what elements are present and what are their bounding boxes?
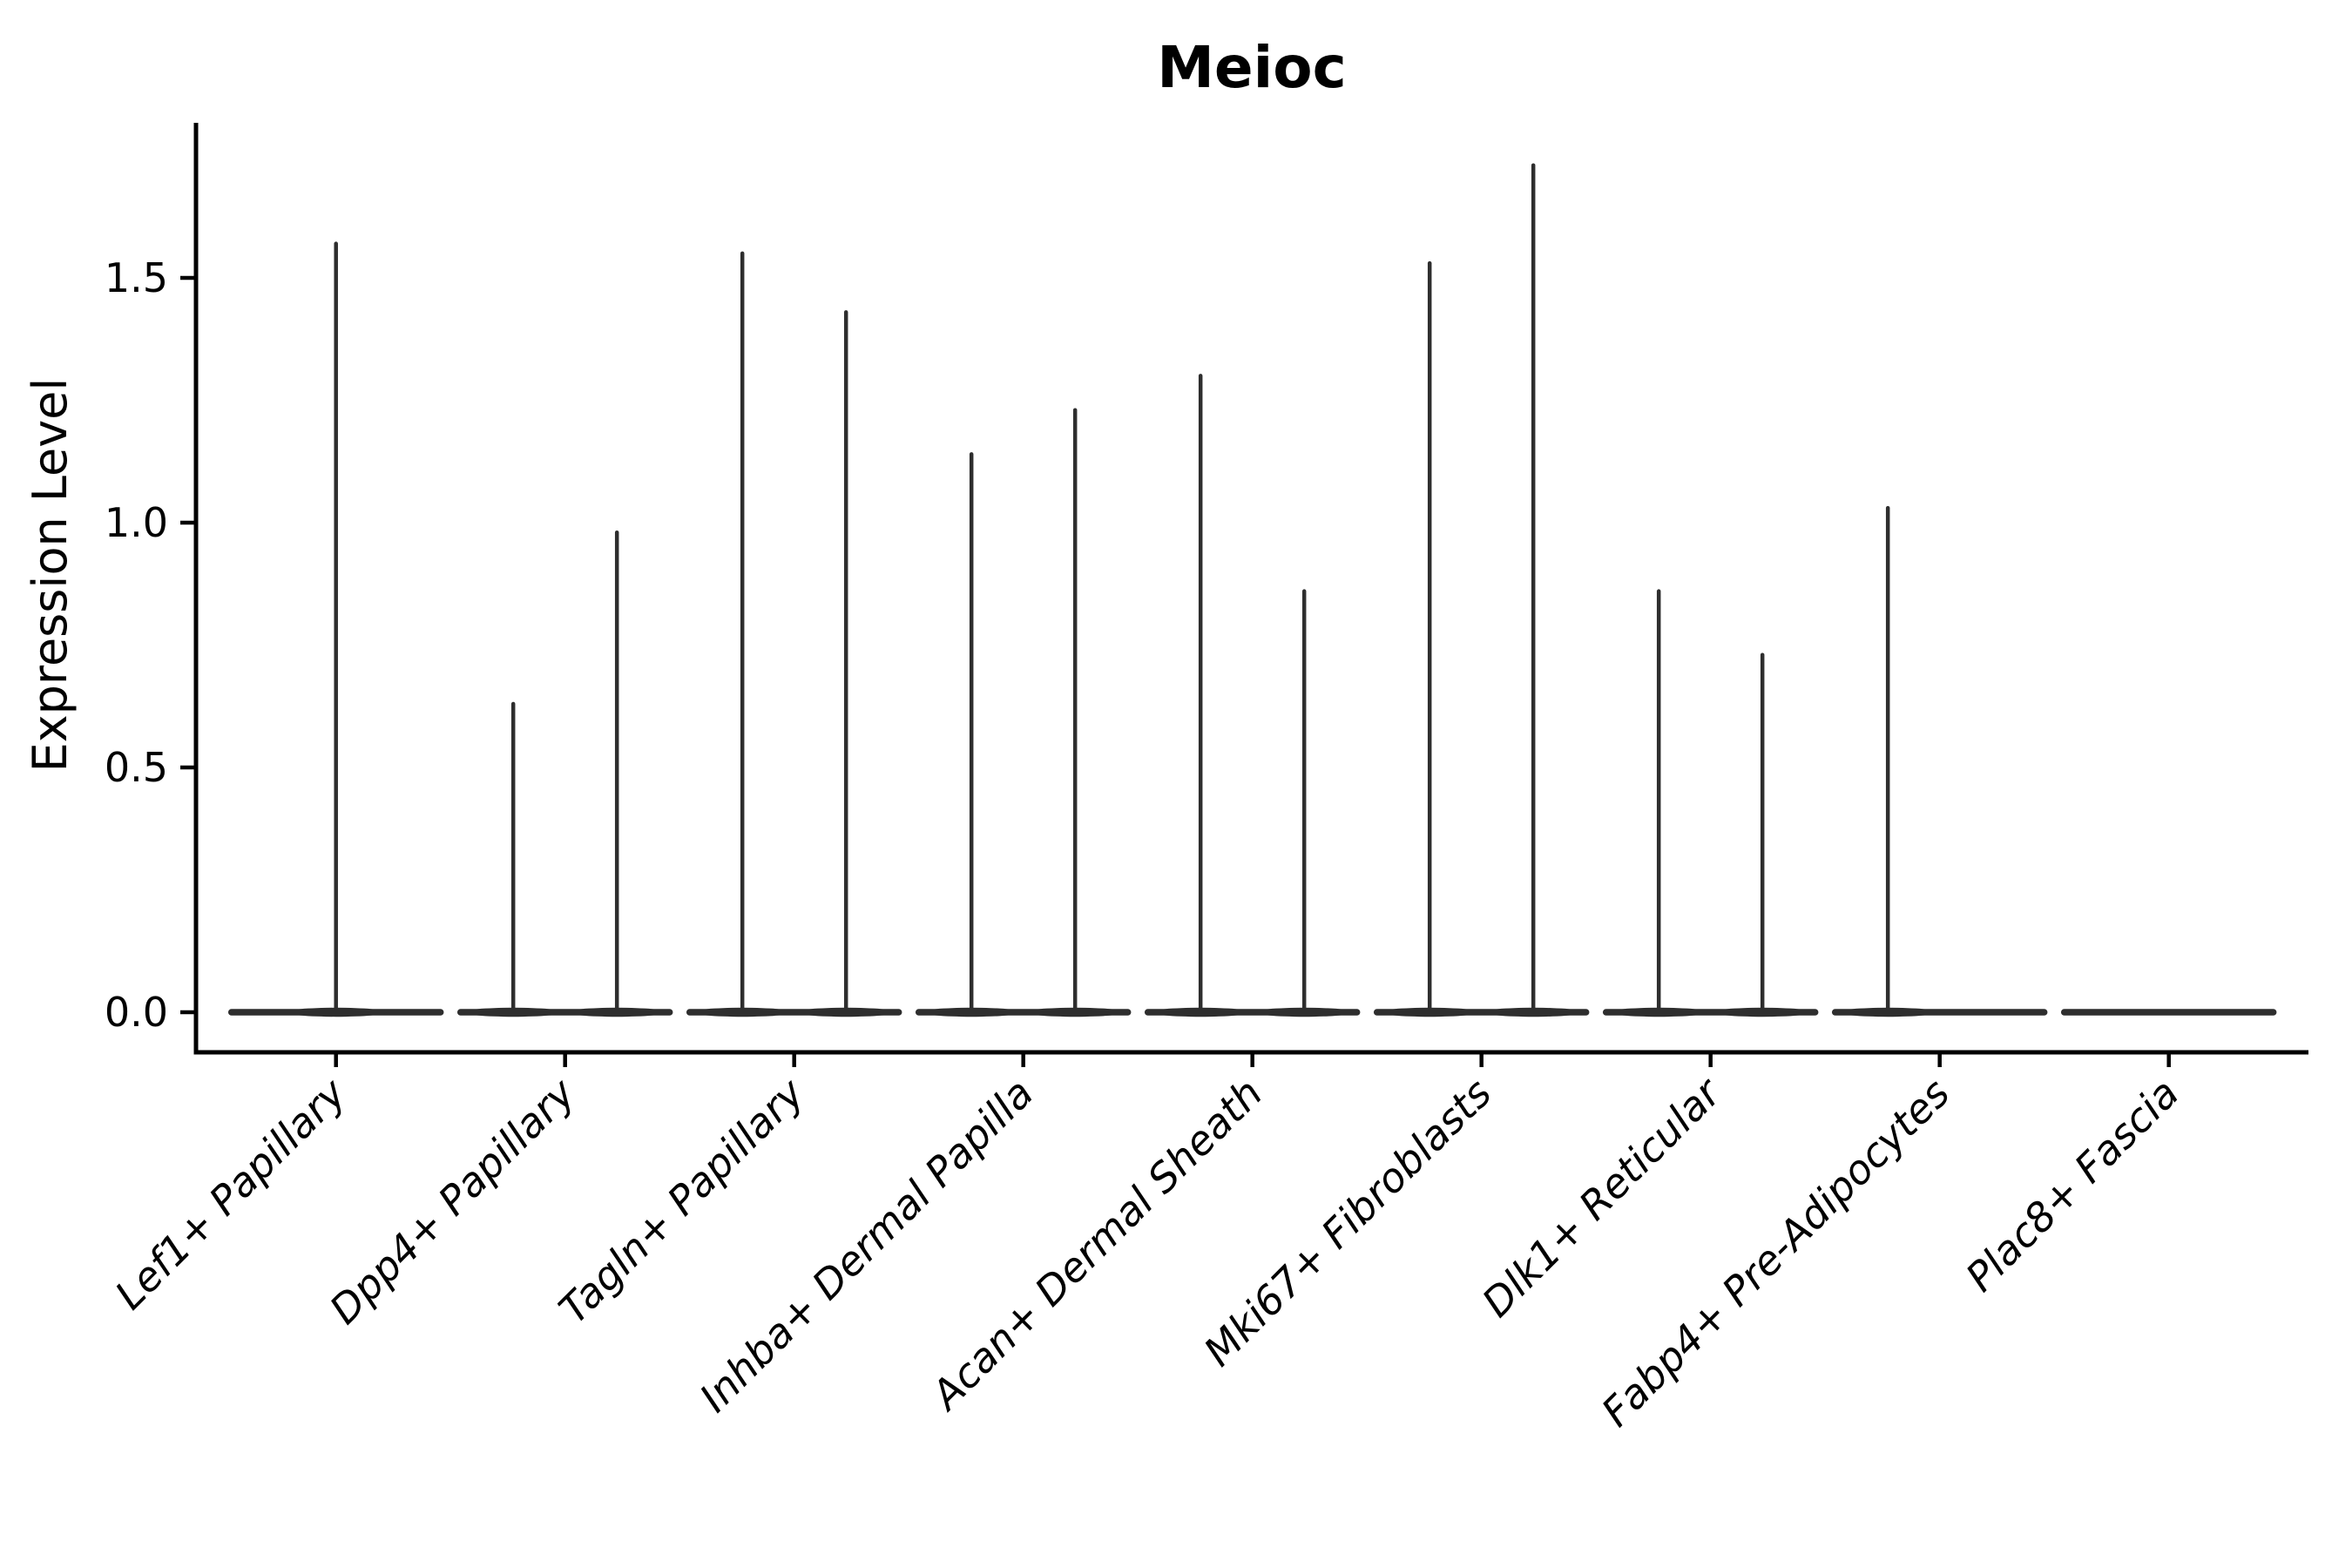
x-tick-label: Dpp4+ Papillary xyxy=(321,1069,585,1333)
x-tick-label: Plac8+ Fascia xyxy=(1957,1070,2187,1301)
y-tick-label: 1.0 xyxy=(105,499,168,546)
y-tick-label: 1.5 xyxy=(105,254,168,301)
chart-title: Meioc xyxy=(1157,34,1347,101)
y-tick-label: 0.5 xyxy=(105,744,168,791)
y-tick-label: 0.0 xyxy=(105,989,168,1036)
x-tick-label: Lef1+ Papillary xyxy=(106,1069,355,1318)
y-axis-title: Expression Level xyxy=(23,378,78,773)
x-tick-label: Dlk1+ Reticular xyxy=(1473,1067,1732,1326)
x-tick-label: Tagln+ Papillary xyxy=(550,1069,814,1333)
